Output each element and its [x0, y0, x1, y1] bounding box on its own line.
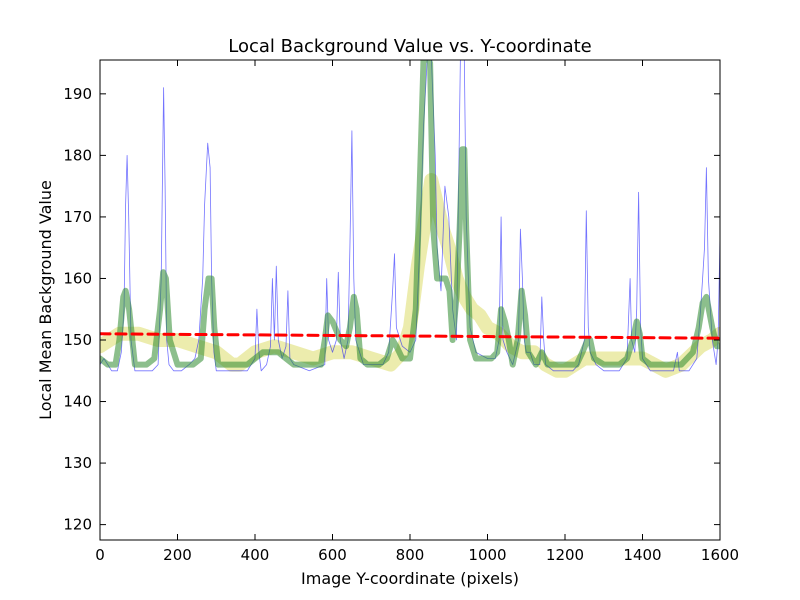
series-line-dashed-line-3: [100, 332, 720, 340]
x-tick-label: 400: [241, 546, 270, 564]
y-tick-label: 130: [63, 454, 92, 472]
y-tick-label: 170: [63, 208, 92, 226]
x-axis-label: Image Y-coordinate (pixels): [301, 569, 519, 588]
x-tick-label: 200: [163, 546, 192, 564]
y-tick-label: 140: [63, 393, 92, 411]
y-axis-label: Local Mean Background Value: [36, 180, 55, 420]
x-tick-label: 600: [318, 546, 347, 564]
x-tick-label: 0: [95, 546, 105, 564]
y-axis: 120 130 140 150 160 170 180 190: [63, 85, 720, 534]
y-tick-label: 120: [63, 516, 92, 534]
x-tick-label: 1000: [468, 546, 506, 564]
y-tick-label: 180: [63, 146, 92, 164]
series-line-thick-line-1: [100, 60, 720, 368]
x-tick-label: 1600: [701, 546, 739, 564]
chart-title: Local Background Value vs. Y-coordinate: [228, 36, 591, 57]
series-layer: [100, 60, 720, 378]
y-tick-label: 150: [63, 331, 92, 349]
x-tick-label: 1400: [623, 546, 661, 564]
y-tick-label: 190: [63, 85, 92, 103]
x-tick-label: 800: [396, 546, 425, 564]
y-tick-label: 160: [63, 269, 92, 287]
x-axis: 0 200 400 600 800 1000 1200 1400 1600: [95, 60, 739, 564]
series-line-thin-line-0: [100, 60, 720, 372]
x-tick-label: 1200: [546, 546, 584, 564]
